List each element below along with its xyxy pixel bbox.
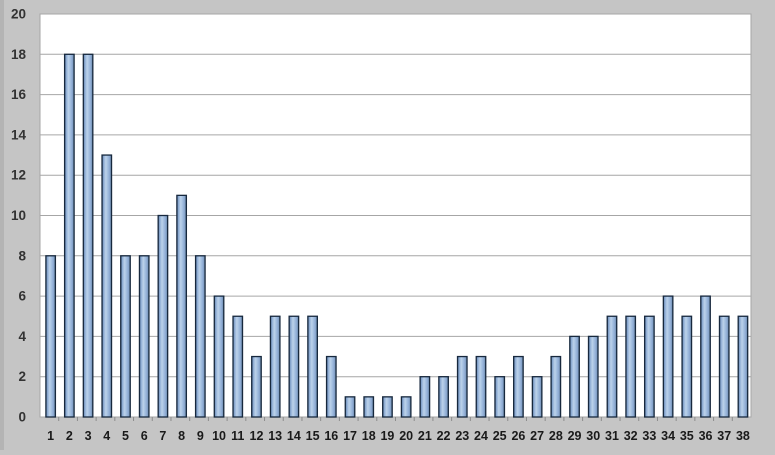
- svg-text:17: 17: [343, 429, 357, 443]
- svg-text:1: 1: [47, 429, 54, 443]
- svg-text:34: 34: [661, 429, 675, 443]
- svg-text:8: 8: [178, 429, 185, 443]
- svg-text:4: 4: [103, 429, 110, 443]
- svg-text:37: 37: [717, 429, 731, 443]
- svg-text:4: 4: [18, 329, 26, 344]
- svg-text:7: 7: [159, 429, 166, 443]
- svg-text:36: 36: [699, 429, 713, 443]
- svg-text:30: 30: [586, 429, 600, 443]
- svg-text:22: 22: [437, 429, 451, 443]
- svg-text:14: 14: [11, 127, 27, 142]
- svg-text:6: 6: [141, 429, 148, 443]
- svg-text:18: 18: [11, 47, 27, 62]
- svg-text:14: 14: [287, 429, 301, 443]
- svg-text:35: 35: [680, 429, 694, 443]
- svg-text:32: 32: [624, 429, 638, 443]
- svg-text:38: 38: [736, 429, 750, 443]
- svg-text:18: 18: [362, 429, 376, 443]
- svg-text:15: 15: [306, 429, 320, 443]
- svg-text:11: 11: [231, 429, 244, 443]
- svg-text:10: 10: [11, 208, 26, 223]
- svg-text:12: 12: [11, 168, 26, 183]
- svg-text:25: 25: [493, 429, 507, 443]
- svg-text:27: 27: [530, 429, 544, 443]
- svg-text:2: 2: [66, 429, 73, 443]
- svg-text:31: 31: [605, 429, 619, 443]
- svg-text:16: 16: [324, 429, 338, 443]
- svg-text:10: 10: [212, 429, 226, 443]
- svg-text:24: 24: [474, 429, 488, 443]
- svg-text:9: 9: [197, 429, 204, 443]
- svg-text:28: 28: [549, 429, 563, 443]
- svg-text:23: 23: [455, 429, 469, 443]
- svg-text:19: 19: [380, 429, 394, 443]
- svg-text:0: 0: [18, 410, 26, 425]
- svg-text:26: 26: [511, 429, 525, 443]
- svg-text:12: 12: [250, 429, 264, 443]
- svg-text:6: 6: [18, 289, 26, 304]
- svg-text:8: 8: [18, 248, 26, 263]
- svg-text:5: 5: [122, 429, 129, 443]
- svg-text:20: 20: [11, 7, 26, 22]
- svg-text:2: 2: [18, 369, 26, 384]
- svg-text:16: 16: [11, 87, 27, 102]
- svg-text:33: 33: [642, 429, 656, 443]
- svg-text:21: 21: [418, 429, 432, 443]
- svg-text:3: 3: [85, 429, 92, 443]
- svg-text:20: 20: [399, 429, 413, 443]
- svg-text:13: 13: [268, 429, 282, 443]
- svg-text:29: 29: [568, 429, 582, 443]
